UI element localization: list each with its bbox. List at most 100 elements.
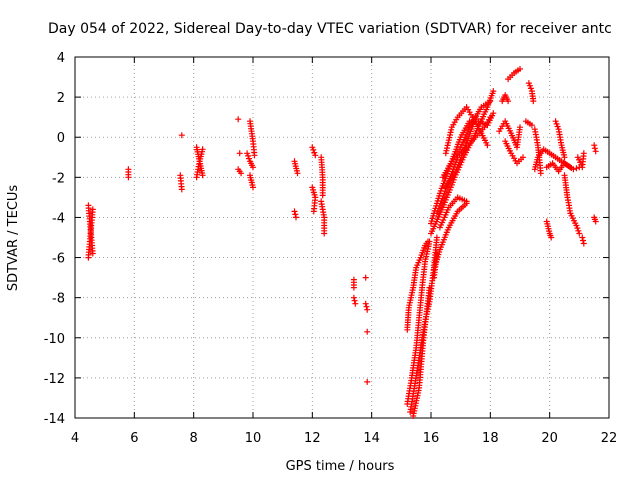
data-point xyxy=(579,234,586,241)
data-point xyxy=(292,211,299,218)
data-point xyxy=(505,98,512,105)
data-point xyxy=(89,250,96,257)
data-point xyxy=(433,234,440,241)
data-point xyxy=(592,148,599,155)
data-point xyxy=(178,132,185,139)
data-point xyxy=(591,145,598,152)
data-point xyxy=(364,378,371,385)
data-point xyxy=(364,328,371,335)
data-point xyxy=(310,208,317,215)
data-point xyxy=(125,174,132,181)
x-tick-label: 16 xyxy=(423,431,440,446)
data-point xyxy=(487,98,494,105)
data-point xyxy=(561,154,568,161)
x-tick-label: 22 xyxy=(601,431,618,446)
data-point xyxy=(552,118,559,125)
data-point xyxy=(573,165,580,172)
data-point xyxy=(350,284,357,291)
data-point xyxy=(490,88,497,95)
data-point xyxy=(321,230,328,237)
y-tick-label: -2 xyxy=(52,171,65,186)
data-point xyxy=(363,303,370,310)
y-tick-labels: -14 -12 -10 -8 -6 -4 -2 0 2 4 xyxy=(44,51,65,427)
data-point xyxy=(245,152,252,159)
y-tick-label: -10 xyxy=(44,332,65,347)
data-point xyxy=(364,306,371,313)
data-point xyxy=(580,150,587,157)
data-point xyxy=(178,186,185,193)
data-point xyxy=(294,170,301,177)
data-point xyxy=(236,150,243,157)
data-point xyxy=(362,274,369,281)
data-point xyxy=(352,300,359,307)
y-tick-label: -12 xyxy=(44,372,65,387)
data-point xyxy=(426,284,433,291)
y-tick-label: 2 xyxy=(57,91,65,106)
x-tick-label: 6 xyxy=(130,431,138,446)
x-tick-label: 4 xyxy=(71,431,79,446)
data-point xyxy=(311,149,318,156)
x-tick-label: 18 xyxy=(482,431,499,446)
y-tick-label: -14 xyxy=(44,412,65,427)
data-point xyxy=(574,225,581,232)
data-point xyxy=(526,82,533,89)
data-point xyxy=(520,154,526,161)
axis-ticks xyxy=(74,56,610,419)
data-point xyxy=(484,142,491,149)
data-point xyxy=(250,184,256,191)
data-point xyxy=(362,300,369,307)
data-point xyxy=(291,208,298,215)
x-tick-labels: 4 6 8 10 12 14 16 18 20 22 xyxy=(71,431,617,446)
x-tick-label: 12 xyxy=(304,431,321,446)
data-point xyxy=(576,230,583,237)
data-point xyxy=(246,155,252,162)
y-tick-label: -8 xyxy=(52,292,65,307)
y-tick-label: 0 xyxy=(57,131,65,146)
data-point xyxy=(350,294,357,301)
data-point xyxy=(591,142,598,149)
x-axis-label: GPS time / hours xyxy=(286,459,395,474)
data-point xyxy=(235,116,242,123)
data-point xyxy=(293,214,299,221)
data-point xyxy=(580,240,587,247)
x-tick-label: 20 xyxy=(541,431,558,446)
data-point xyxy=(528,122,535,129)
data-point xyxy=(89,206,96,213)
y-tick-label: -6 xyxy=(52,252,65,267)
data-point xyxy=(530,98,537,105)
plot-frame xyxy=(74,56,610,419)
data-point xyxy=(251,152,258,159)
x-tick-label: 8 xyxy=(190,431,198,446)
data-point xyxy=(548,234,555,241)
data-point xyxy=(250,164,256,171)
data-point xyxy=(312,152,319,159)
data-point xyxy=(567,164,574,171)
data-point xyxy=(425,238,431,245)
data-point xyxy=(517,124,523,131)
data-point xyxy=(575,227,582,234)
data-point xyxy=(238,170,245,177)
x-tick-label: 14 xyxy=(363,431,380,446)
data-point xyxy=(580,237,586,244)
data-point xyxy=(517,66,523,72)
data-point xyxy=(310,146,317,153)
chart-title: Day 054 of 2022, Sidereal Day-to-day VTE… xyxy=(48,21,612,37)
data-point xyxy=(592,218,599,225)
y-tick-label: -4 xyxy=(52,211,65,226)
data-point xyxy=(319,192,326,199)
y-axis-label: SDTVAR / TECUs xyxy=(6,185,21,292)
data-point xyxy=(351,297,358,304)
y-tick-label: 4 xyxy=(57,51,65,66)
data-point xyxy=(487,114,494,121)
data-point xyxy=(199,146,206,153)
data-point xyxy=(527,85,534,92)
data-point xyxy=(490,110,497,117)
data-point xyxy=(199,172,206,179)
data-point xyxy=(554,123,561,130)
x-tick-label: 10 xyxy=(245,431,262,446)
data-point xyxy=(537,170,544,177)
data-point xyxy=(463,200,470,207)
data-points xyxy=(85,66,599,419)
